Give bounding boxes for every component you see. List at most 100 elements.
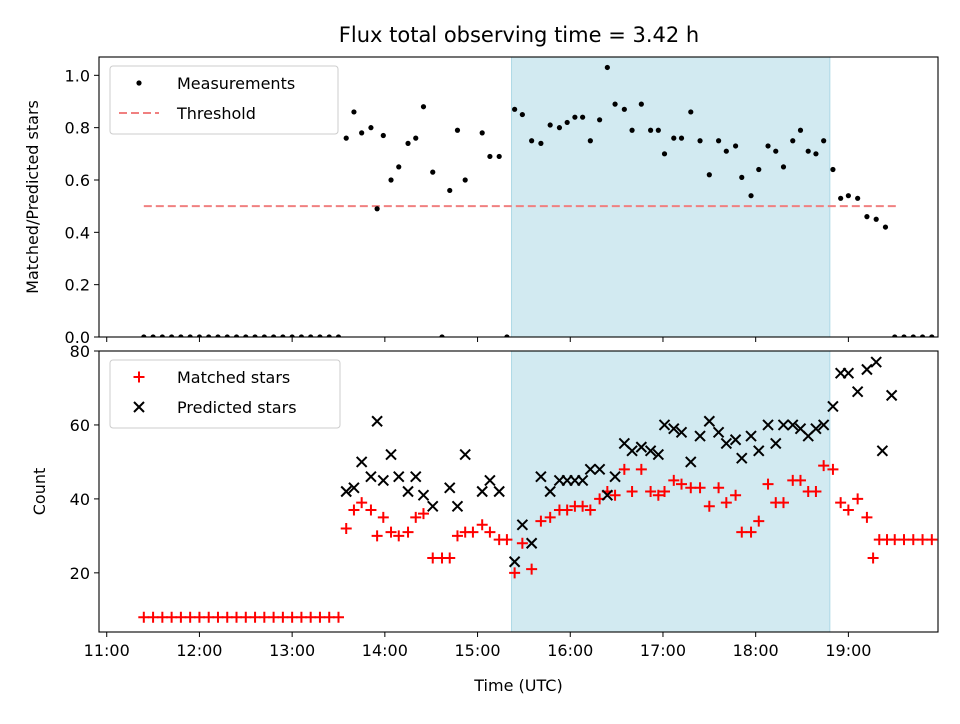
y-axis-label: Count	[30, 468, 49, 516]
data-point	[365, 504, 377, 516]
data-point	[516, 519, 529, 531]
data-point	[476, 519, 488, 531]
legend: Measurements Threshold	[109, 65, 339, 135]
legend-marker	[133, 401, 145, 413]
legend: Matched stars Predicted stars	[109, 359, 341, 429]
data-point	[919, 334, 926, 337]
data-point	[827, 463, 839, 475]
y-tick-label: 0.6	[65, 171, 90, 190]
data-point	[451, 500, 464, 512]
data-point	[626, 486, 638, 497]
data-point	[525, 537, 538, 549]
data-point	[645, 486, 657, 497]
data-point	[243, 334, 249, 337]
data-point	[638, 101, 644, 107]
data-point	[926, 534, 938, 546]
plot-area	[138, 356, 938, 623]
data-point	[356, 497, 368, 509]
data-point	[723, 148, 729, 154]
data-point	[864, 214, 870, 220]
y-tick-label: 0.4	[65, 223, 90, 242]
data-point	[790, 138, 796, 144]
plot-area	[141, 64, 935, 337]
data-point	[501, 534, 513, 546]
data-point	[487, 153, 493, 160]
data-point	[393, 530, 405, 542]
data-point	[601, 489, 614, 501]
data-point	[609, 489, 621, 501]
data-point	[215, 334, 221, 337]
data-point	[410, 471, 422, 483]
data-point	[861, 363, 873, 376]
data-point	[476, 485, 488, 498]
data-point	[193, 611, 205, 623]
data-point	[813, 151, 819, 157]
data-point	[694, 430, 706, 442]
data-point	[648, 127, 654, 133]
axes-frame	[98, 56, 939, 338]
data-point	[821, 138, 827, 144]
data-point	[556, 125, 563, 131]
data-point	[713, 482, 725, 494]
data-point	[652, 489, 664, 501]
data-point	[671, 135, 677, 141]
data-point	[892, 334, 898, 337]
data-point	[147, 611, 159, 623]
data-point	[462, 177, 468, 183]
data-point	[901, 334, 907, 337]
data-point	[810, 422, 822, 435]
data-point	[773, 148, 779, 154]
data-point	[780, 164, 787, 170]
data-point	[898, 534, 910, 546]
legend-box	[109, 65, 339, 135]
data-point	[626, 445, 638, 457]
data-point	[277, 611, 289, 623]
data-point	[835, 497, 847, 509]
legend-marker	[136, 80, 142, 86]
data-point	[444, 552, 456, 564]
x-tick-label: 19:00	[825, 641, 871, 660]
data-point	[509, 567, 521, 579]
data-point	[818, 460, 830, 472]
top-panel: 0.0 0.2 0.4 0.6 0.8 1.0 Matched/Predicted star…	[23, 56, 939, 347]
data-point	[762, 419, 774, 431]
data-point	[512, 106, 518, 112]
x-tick-label: 18:00	[733, 641, 779, 660]
data-point	[295, 611, 307, 623]
data-point	[538, 140, 544, 146]
data-point	[270, 334, 277, 337]
data-point	[547, 122, 553, 128]
data-point	[703, 500, 715, 512]
data-point	[323, 611, 335, 623]
data-point	[504, 334, 510, 337]
data-point	[867, 552, 879, 564]
data-point	[787, 419, 799, 431]
data-point	[519, 111, 525, 118]
data-point	[268, 611, 280, 623]
data-point	[845, 193, 851, 199]
data-point	[359, 130, 365, 136]
data-point	[712, 426, 725, 439]
data-point	[410, 511, 422, 523]
data-point	[907, 534, 919, 546]
data-point	[762, 478, 774, 490]
y-tick-label: 0.8	[65, 119, 90, 138]
data-point	[138, 611, 150, 623]
data-point	[544, 511, 556, 523]
data-point	[855, 195, 861, 201]
data-point	[280, 334, 286, 337]
data-point	[184, 611, 196, 623]
data-point	[516, 537, 528, 549]
data-point	[314, 611, 326, 623]
data-point	[355, 456, 368, 468]
data-point	[753, 445, 765, 457]
data-point	[166, 611, 178, 623]
y-tick-label: 20	[70, 564, 90, 583]
data-point	[621, 106, 627, 112]
data-point	[544, 485, 556, 498]
chart-title: Flux total observing time = 3.42 h	[339, 23, 699, 47]
data-point	[694, 482, 706, 494]
data-point	[765, 143, 771, 149]
data-point	[169, 334, 175, 337]
